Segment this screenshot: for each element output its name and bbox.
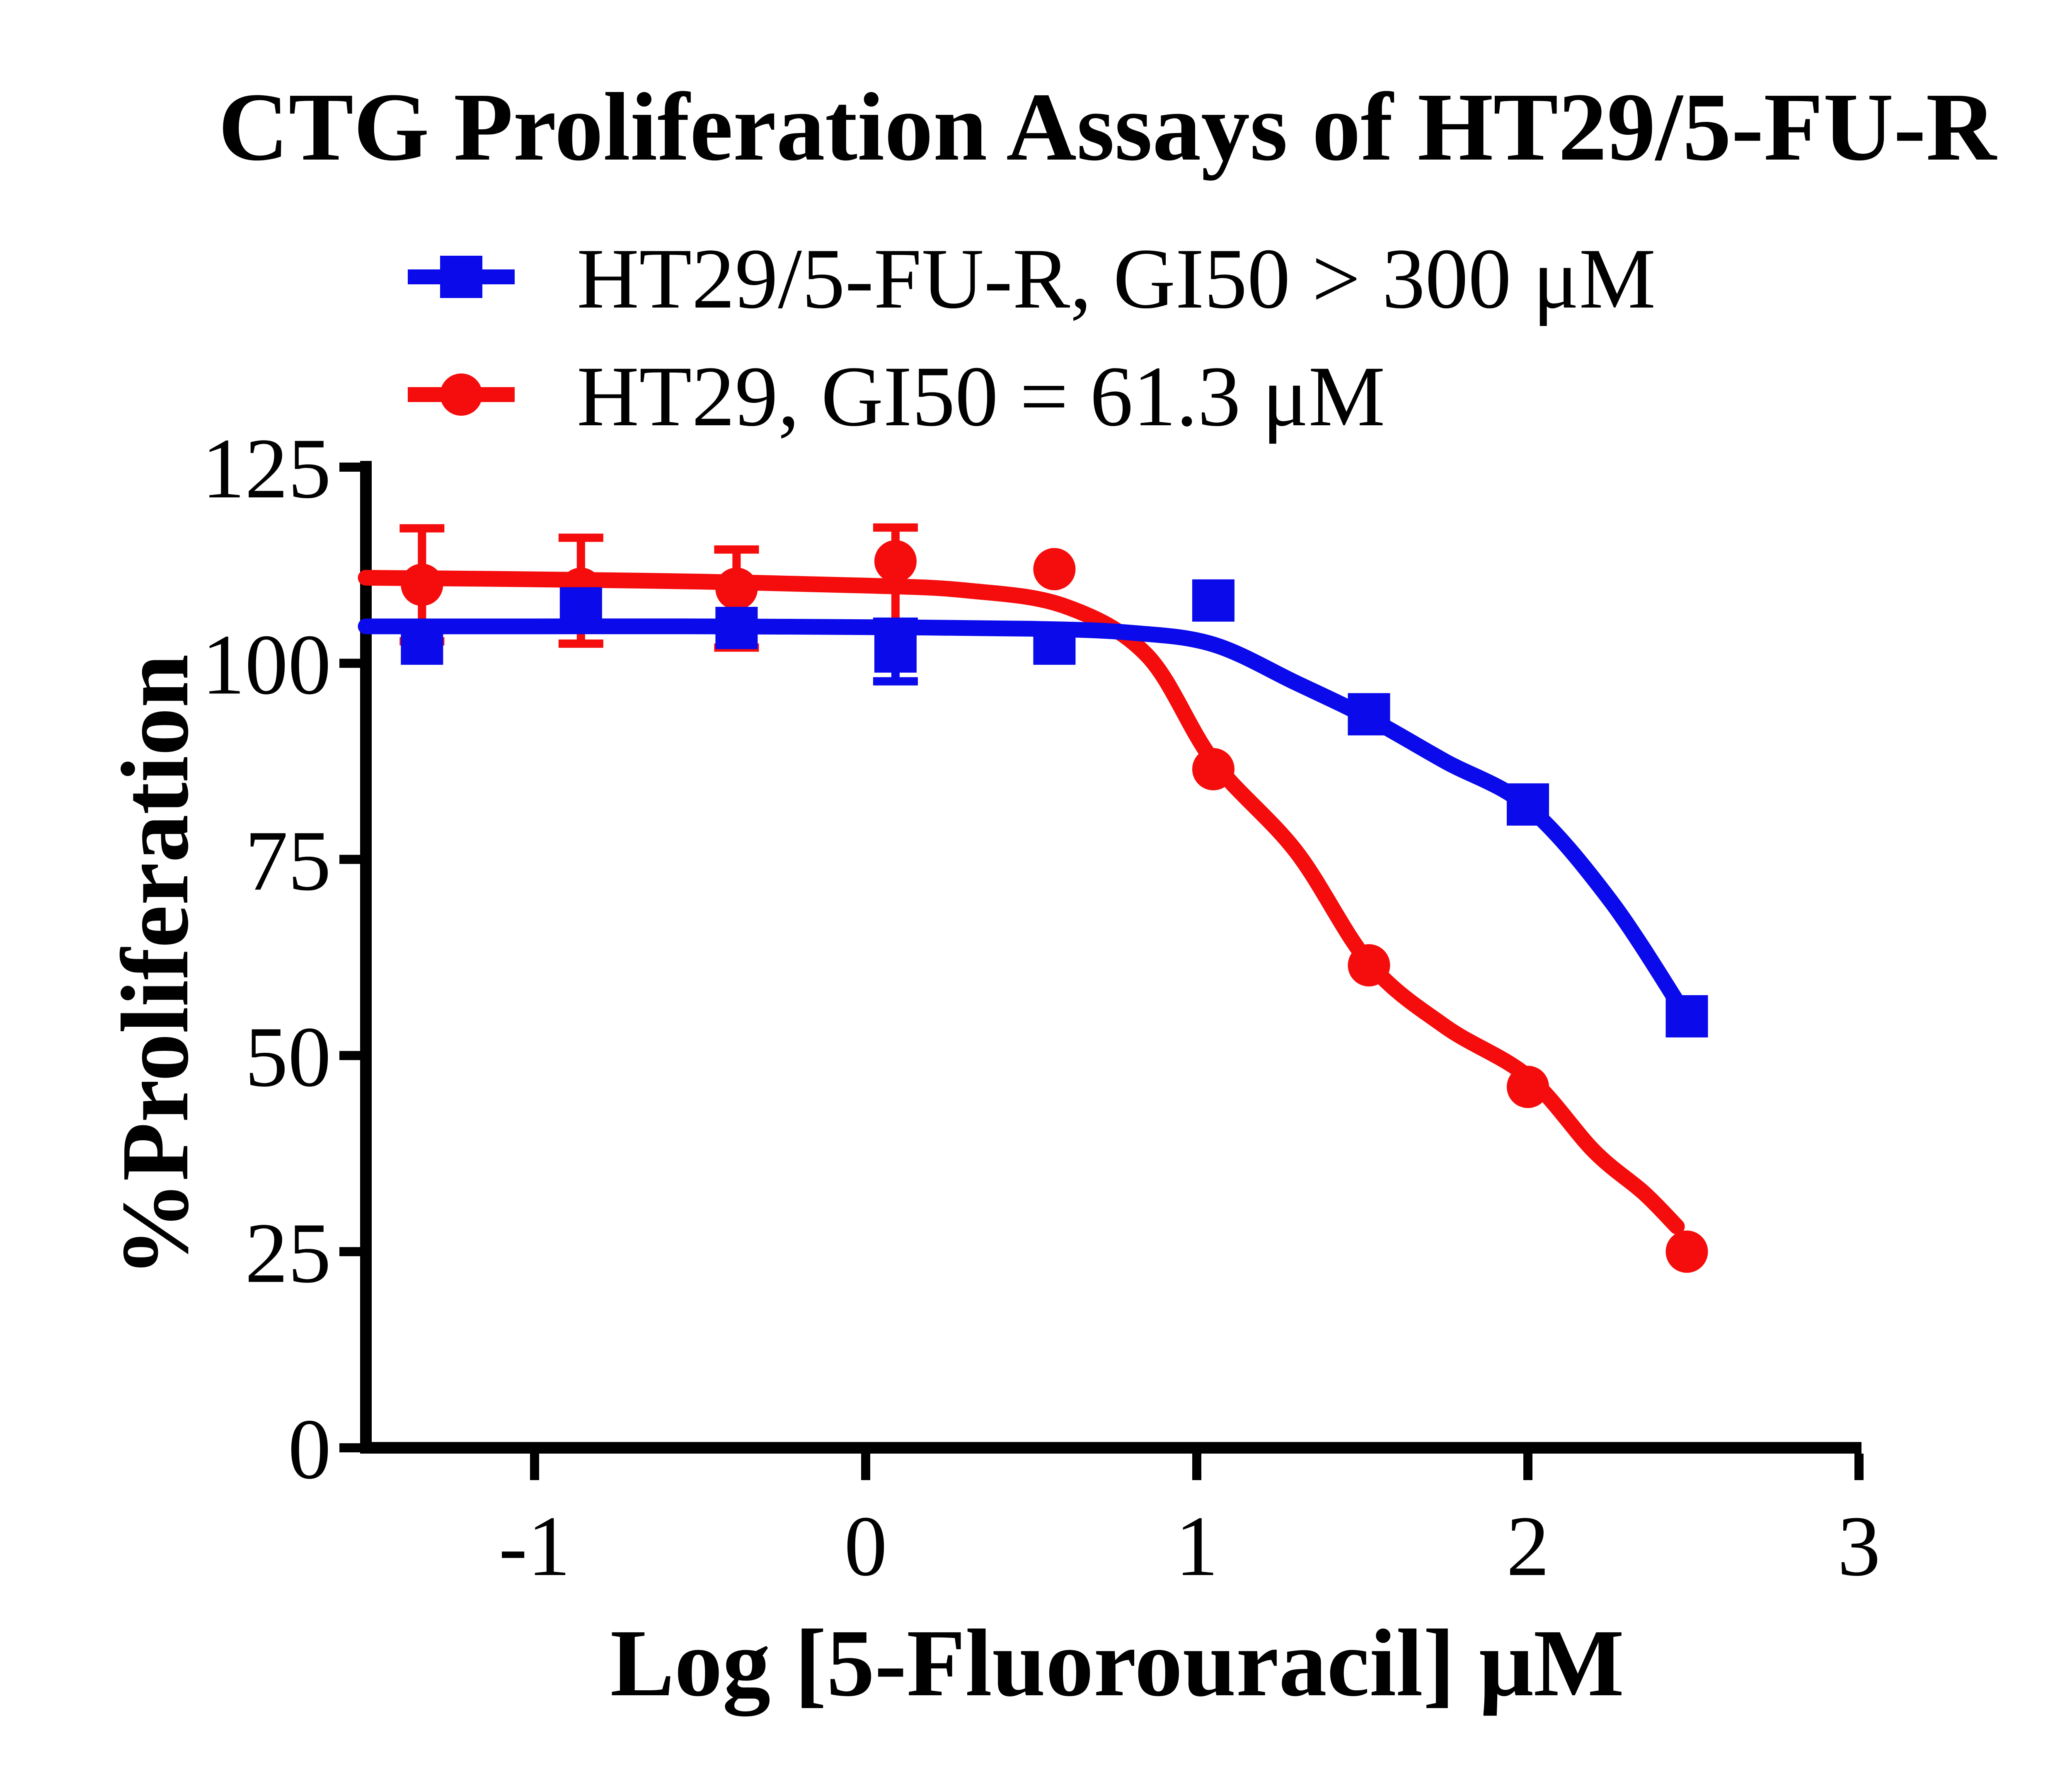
data-point-marker [715,567,758,610]
data-point-marker [874,540,917,583]
legend-label-resistant: HT29/5-FU-R, GI50 > 300 μM [577,231,1656,326]
y-tick-label: 0 [288,1401,331,1497]
data-point-marker [559,587,602,630]
y-tick-label: 50 [245,1009,331,1105]
y-tick-label: 125 [202,421,331,516]
legend-square-icon [440,256,482,298]
legend-label-parental: HT29, GI50 = 61.3 μM [577,349,1385,444]
x-tick-label: -1 [499,1498,570,1594]
x-tick-label: 0 [844,1498,887,1594]
data-point-marker [1192,579,1234,622]
data-point-marker [1033,622,1076,665]
data-point-marker [1507,783,1549,826]
legend-circle-icon [440,373,482,416]
axes: 125 100 75 50 25 0 -1 0 1 2 3 [202,421,1881,1594]
data-point-marker [1348,693,1390,736]
data-point-marker [715,607,758,649]
y-axis-title: %Proliferation [102,654,208,1277]
fit-curve [358,570,1685,1235]
x-tick-label: 3 [1837,1498,1881,1594]
series-ht29-5-fu-r [358,579,1708,1037]
data-point-marker [1665,1230,1708,1273]
data-point-marker [401,563,443,606]
legend-marker-square [408,256,515,298]
x-tick-label: 1 [1175,1498,1218,1594]
chart-title: CTG Proliferation Assays of HT29/5-FU-R [218,73,1997,181]
legend-marker-circle [408,373,515,416]
y-tick-label: 25 [245,1205,331,1301]
data-point-marker [401,622,443,665]
y-tick-label: 100 [202,617,331,712]
plot-area [358,523,1708,1273]
data-point-marker [1348,944,1390,986]
data-point-marker [1033,548,1076,591]
data-point-marker [1507,1066,1549,1108]
y-tick-label: 75 [245,813,331,908]
data-point-marker [1192,748,1234,790]
data-point-marker [1665,995,1708,1037]
x-tick-label: 2 [1506,1498,1549,1594]
fit-curve [358,618,1695,1025]
data-point-marker [874,630,917,673]
x-axis-title: Log [5-Fluorouracil] μM [610,1610,1624,1716]
legend: HT29/5-FU-R, GI50 > 300 μM HT29, GI50 = … [408,231,1656,444]
